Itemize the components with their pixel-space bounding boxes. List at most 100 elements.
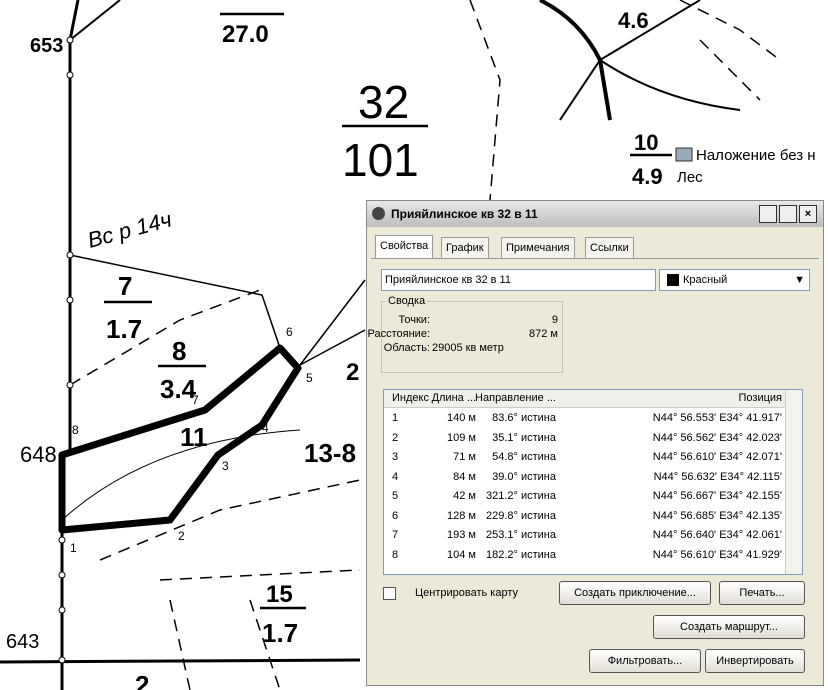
button[interactable]: Инвертировать — [705, 649, 805, 673]
map-label: 10 — [634, 130, 658, 155]
color-swatch — [667, 274, 679, 286]
boundary — [70, 290, 360, 690]
road — [300, 280, 365, 365]
table-cell: 2 — [392, 432, 398, 444]
color-select[interactable]: Красный ▼ — [659, 269, 810, 291]
map-label: 648 — [20, 442, 57, 467]
value: 29005 кв метр — [432, 342, 504, 354]
map-label: 4.9 — [632, 164, 663, 189]
value: 9 — [552, 314, 558, 326]
table-cell: 109 м — [447, 432, 476, 444]
table-cell: 193 м — [447, 529, 476, 541]
map-label: 11 — [180, 422, 208, 452]
table-cell: N44° 56.640' E34° 42.061' — [653, 529, 782, 541]
table-cell: 39.0° истина — [492, 471, 556, 483]
road — [0, 660, 360, 662]
table-cell: N44° 56.632' E34° 42.115' — [654, 471, 782, 483]
waypoint-label: 2 — [178, 529, 185, 543]
table-cell: 84 м — [453, 471, 476, 483]
tab[interactable]: Свойства — [375, 235, 433, 258]
tab-border — [371, 258, 819, 259]
map-label: 32 — [358, 76, 409, 128]
map-label: 15 — [266, 581, 293, 608]
layer-name: Наложение без н — [696, 147, 816, 164]
column-header: Позиция — [739, 392, 783, 404]
summary-box: Сводка Точки: 9 Расстояние: 872 м Област… — [381, 301, 563, 373]
column-header: Длина ... — [432, 392, 476, 404]
window-controls: × — [759, 205, 817, 223]
table-cell: 54.8° истина — [492, 451, 556, 463]
app-icon — [372, 207, 385, 220]
map-label: 2 — [346, 359, 359, 386]
maximize-button[interactable] — [779, 205, 797, 223]
table-cell: 6 — [392, 510, 398, 522]
table-cell: N44° 56.610' E34° 41.929' — [653, 549, 782, 561]
label: Точки: — [399, 314, 430, 326]
label: Область: — [384, 342, 430, 354]
tab[interactable]: Ссылки — [585, 237, 634, 258]
table-cell: 42 м — [453, 490, 476, 502]
table-cell: 7 — [392, 529, 398, 541]
button[interactable]: Фильтровать... — [589, 649, 701, 673]
table-cell: N44° 56.610' E34° 42.071' — [653, 451, 782, 463]
checkbox-label: Центрировать карту — [415, 587, 518, 599]
table-cell: N44° 56.685' E34° 42.135' — [653, 510, 782, 522]
map-label: 1.7 — [106, 314, 142, 344]
table-cell: N44° 56.562' E34° 42.023' — [653, 432, 782, 444]
checkbox[interactable] — [383, 587, 396, 600]
map-label: 13-8 — [304, 438, 356, 468]
table-cell: 1 — [392, 412, 398, 424]
table-cell: N44° 56.553' E34° 41.917' — [653, 412, 782, 424]
button[interactable]: Печать... — [719, 581, 805, 605]
map-label: 2 — [135, 670, 149, 690]
waypoint-label: 6 — [286, 325, 293, 339]
layer-icon — [676, 148, 692, 161]
table-cell: 182.2° истина — [486, 549, 556, 561]
column-header: Индекс — [392, 392, 429, 404]
group-title: Сводка — [386, 295, 427, 307]
waypoint-label: 1 — [70, 541, 77, 555]
table-cell: 253.1° истина — [486, 529, 556, 541]
map-label: 653 — [30, 35, 63, 57]
dropdown-arrow: ▼ — [794, 270, 805, 290]
button[interactable]: Создать приключение... — [559, 581, 711, 605]
tab[interactable]: График — [441, 237, 489, 258]
title-bar: Прияйлинское кв 32 в 11 × — [367, 201, 823, 227]
table-cell: 128 м — [447, 510, 476, 522]
table-cell: 5 — [392, 490, 398, 502]
map-label: 7 — [118, 271, 132, 301]
table-cell: 8 — [392, 549, 398, 561]
road — [62, 0, 78, 690]
table-cell: 321.2° истина — [486, 490, 556, 502]
dialog-title: Прияйлинское кв 32 в 11 — [391, 207, 538, 221]
table-cell: 3 — [392, 451, 398, 463]
table-cell: 83.6° истина — [492, 412, 556, 424]
button[interactable]: Создать маршрут... — [653, 615, 805, 639]
table-cell: 4 — [392, 471, 398, 483]
screen: 653 27.0 32 101 4.6 10 4.9 Наложение без… — [0, 0, 828, 690]
name-input[interactable]: Прияйлинское кв 32 в 11 — [381, 269, 656, 291]
waypoint-label: 4 — [262, 421, 269, 435]
color-name: Красный — [683, 274, 727, 286]
table-cell: N44° 56.667' E34° 42.155' — [653, 490, 782, 502]
table-cell: 71 м — [453, 451, 476, 463]
value: 872 м — [529, 328, 558, 340]
table-cell: 229.8° истина — [486, 510, 556, 522]
label: Расстояние: — [368, 328, 430, 340]
scrollbar[interactable] — [785, 390, 802, 574]
column-header: Направление ... — [475, 392, 556, 404]
map-label: 27.0 — [222, 21, 269, 48]
close-button[interactable]: × — [799, 205, 817, 223]
map-label: 643 — [6, 631, 39, 653]
tab[interactable]: Примечания — [501, 237, 575, 258]
map-label: 101 — [342, 134, 419, 186]
waypoint-label: 3 — [222, 459, 229, 473]
track-dialog: Прияйлинское кв 32 в 11 × Свойства Графи… — [366, 200, 824, 686]
road — [560, 0, 740, 120]
map-label: 1.7 — [262, 618, 298, 648]
minimize-button[interactable] — [759, 205, 777, 223]
handwritten-note: Вс р 14ч — [85, 206, 175, 252]
layer-name: Лес — [677, 169, 703, 186]
waypoint-label: 8 — [72, 423, 79, 437]
